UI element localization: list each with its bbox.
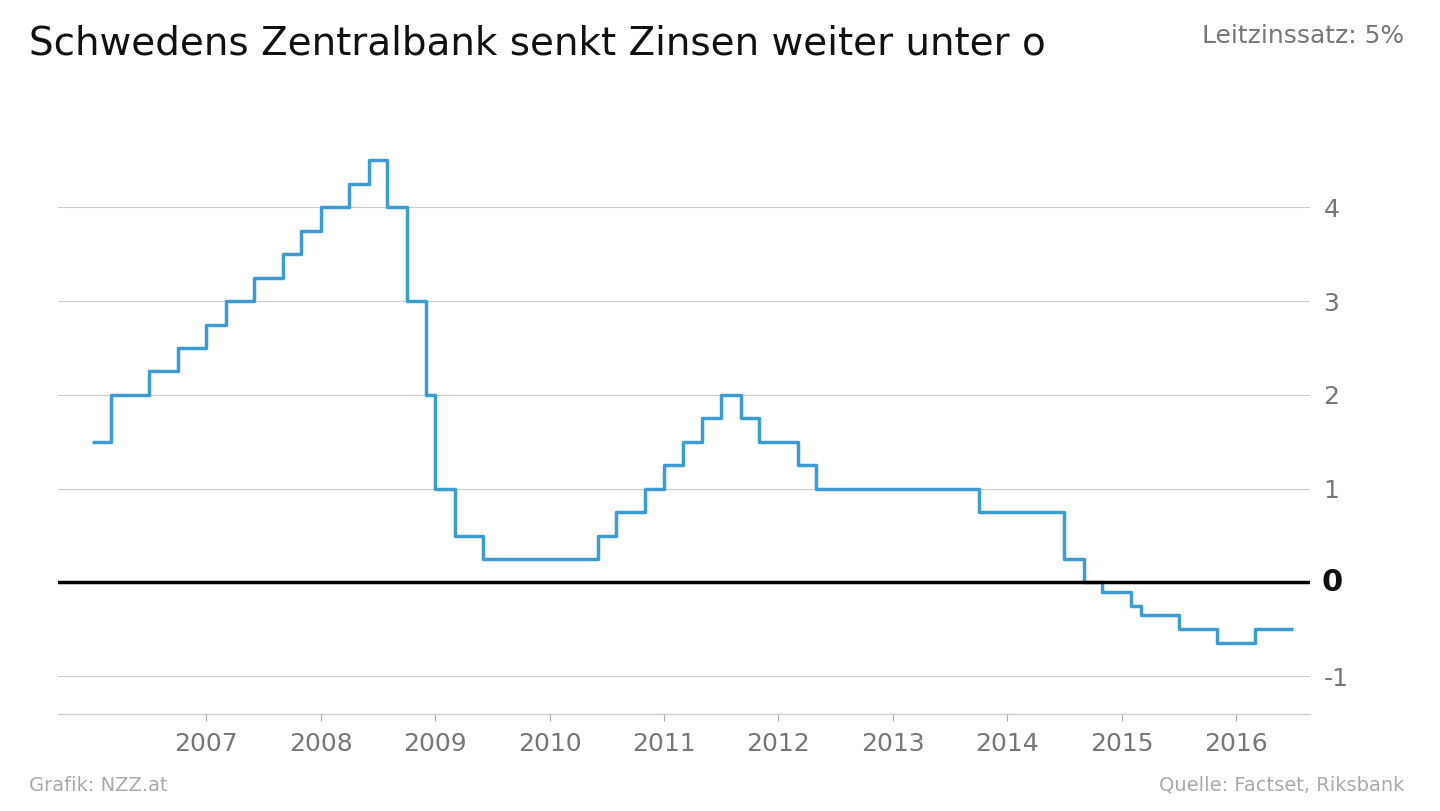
Text: 0: 0 [1322, 568, 1342, 597]
Text: Leitzinssatz: 5%: Leitzinssatz: 5% [1202, 24, 1404, 49]
Text: Quelle: Factset, Riksbank: Quelle: Factset, Riksbank [1159, 776, 1404, 795]
Text: Schwedens Zentralbank senkt Zinsen weiter unter o: Schwedens Zentralbank senkt Zinsen weite… [29, 24, 1045, 62]
Text: Grafik: NZZ.at: Grafik: NZZ.at [29, 776, 167, 795]
